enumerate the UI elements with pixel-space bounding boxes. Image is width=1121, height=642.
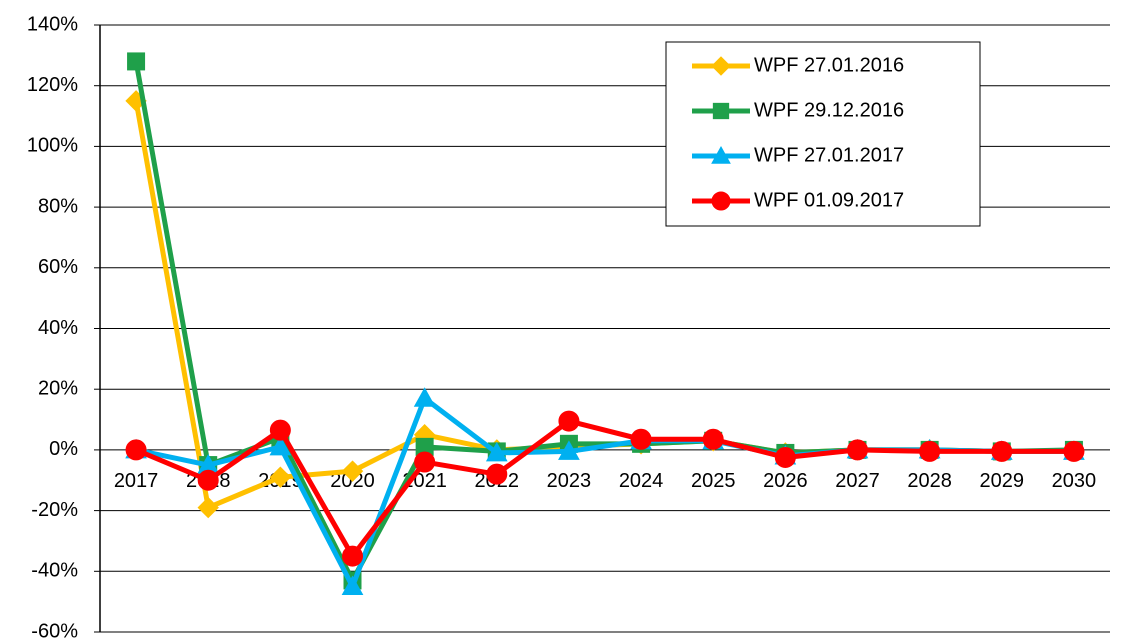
data-point — [991, 440, 1013, 462]
x-tick-label: 2024 — [619, 470, 664, 492]
x-tick-label: 2028 — [907, 470, 952, 492]
x-tick-label: 2017 — [114, 470, 159, 492]
data-point — [774, 446, 796, 468]
x-tick-label: 2027 — [835, 470, 880, 492]
legend-label: WPF 27.01.2016 — [754, 54, 904, 76]
data-point — [485, 441, 508, 462]
y-tick-label: 60% — [38, 256, 78, 278]
data-point — [269, 419, 291, 441]
data-point — [413, 387, 436, 407]
legend-marker — [711, 145, 731, 164]
data-point — [558, 440, 580, 460]
data-point — [414, 451, 436, 473]
y-tick-label: 20% — [38, 377, 78, 399]
data-point — [847, 439, 868, 461]
data-point — [342, 545, 363, 567]
x-tick-label: 2026 — [763, 470, 808, 492]
data-point — [486, 463, 508, 485]
data-point — [269, 435, 292, 456]
y-tick-label: 0% — [49, 438, 78, 460]
data-point — [630, 428, 652, 450]
y-tick-label: 100% — [27, 135, 78, 157]
data-point — [197, 469, 219, 491]
x-tick-label: 2030 — [1052, 470, 1097, 492]
legend-marker — [712, 102, 730, 120]
legend-marker — [711, 56, 731, 76]
x-tick-label: 2025 — [691, 470, 736, 492]
x-tick-label: 2029 — [980, 470, 1025, 492]
legend-label: WPF 01.09.2017 — [754, 189, 904, 211]
data-point — [558, 410, 580, 432]
legend-label: WPF 29.12.2016 — [754, 99, 904, 121]
x-tick-label: 2023 — [547, 470, 592, 492]
y-tick-label: -40% — [31, 560, 78, 582]
y-tick-label: 140% — [27, 13, 78, 35]
series-line — [135, 418, 1074, 559]
data-point — [197, 496, 219, 519]
data-point — [125, 439, 147, 461]
y-tick-label: 80% — [38, 195, 78, 217]
y-tick-label: -60% — [31, 620, 78, 642]
data-point — [341, 460, 364, 482]
data-point — [702, 428, 724, 450]
y-tick-label: -20% — [31, 499, 78, 521]
data-point — [127, 52, 146, 71]
data-point — [269, 466, 292, 488]
data-point — [341, 575, 364, 595]
legend-label: WPF 27.01.2017 — [754, 144, 904, 166]
data-point — [919, 440, 941, 462]
data-point — [1063, 440, 1085, 462]
legend-marker — [711, 191, 731, 211]
y-tick-label: 40% — [38, 317, 78, 339]
y-tick-label: 120% — [27, 74, 78, 96]
